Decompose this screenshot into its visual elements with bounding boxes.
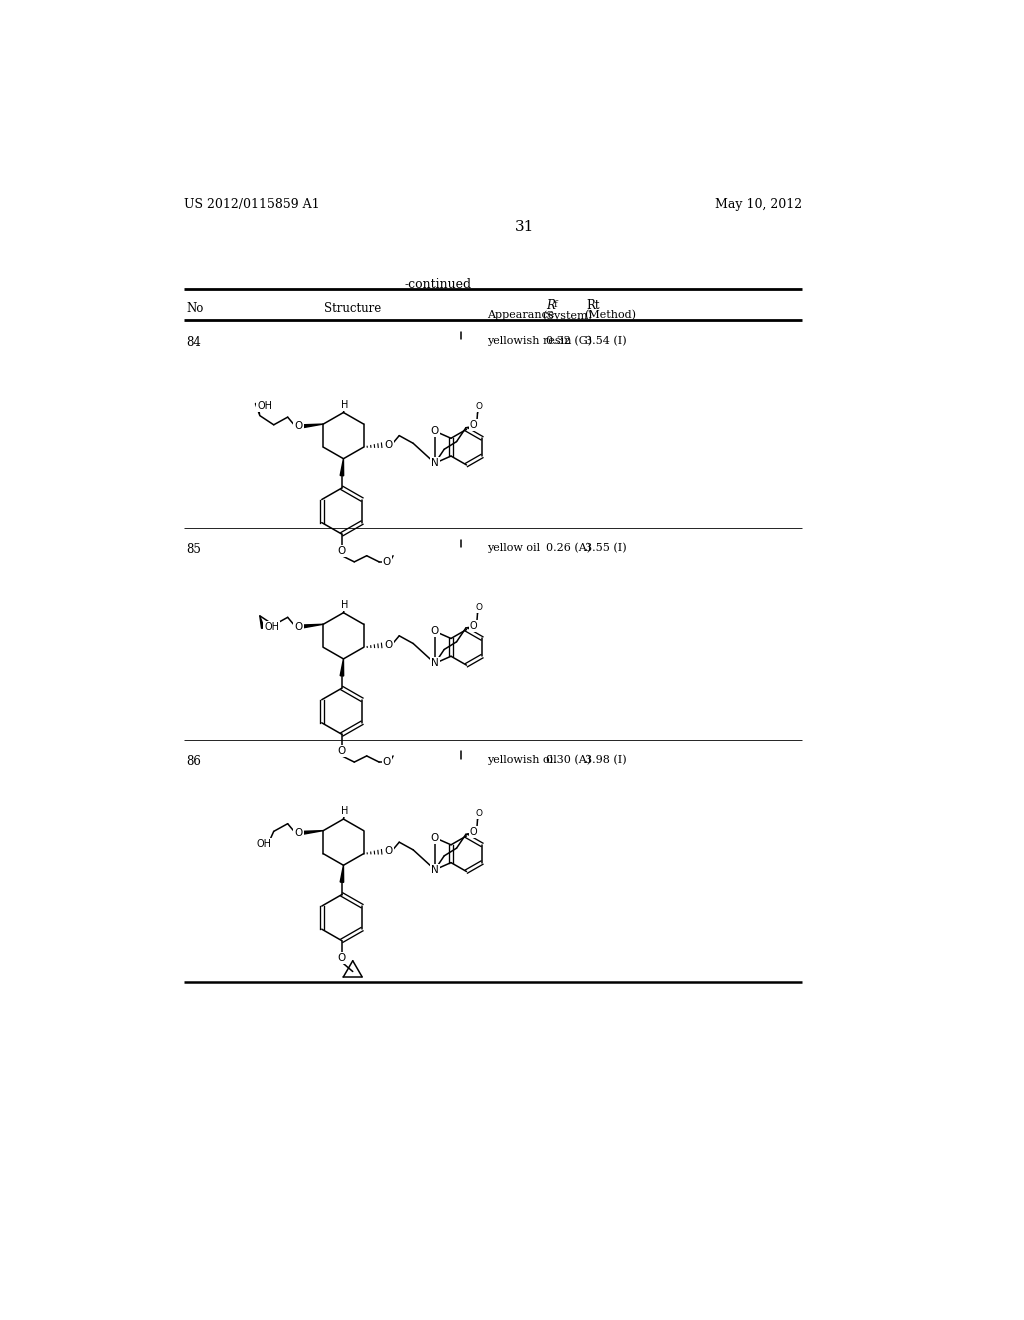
Polygon shape bbox=[301, 624, 324, 628]
Text: (Method): (Method) bbox=[584, 310, 636, 321]
Text: O: O bbox=[470, 620, 477, 631]
Text: (System): (System) bbox=[542, 310, 592, 321]
Text: O: O bbox=[294, 828, 303, 838]
Text: 0.30 (A): 0.30 (A) bbox=[547, 755, 592, 766]
Text: O: O bbox=[475, 809, 482, 818]
Text: 85: 85 bbox=[186, 544, 201, 557]
Text: O: O bbox=[470, 421, 477, 430]
Text: O: O bbox=[470, 828, 477, 837]
Text: N: N bbox=[431, 865, 438, 875]
Text: 3.55 (I): 3.55 (I) bbox=[586, 544, 627, 553]
Text: N: N bbox=[431, 659, 438, 668]
Text: 0.32 (G): 0.32 (G) bbox=[547, 335, 593, 346]
Text: O: O bbox=[431, 833, 439, 842]
Text: O: O bbox=[294, 622, 303, 631]
Polygon shape bbox=[255, 403, 260, 416]
Text: O: O bbox=[475, 603, 482, 611]
Text: O: O bbox=[338, 953, 346, 962]
Text: 3.54 (I): 3.54 (I) bbox=[586, 335, 627, 346]
Text: O: O bbox=[338, 546, 346, 556]
Text: 86: 86 bbox=[186, 755, 201, 768]
Polygon shape bbox=[340, 866, 344, 882]
Polygon shape bbox=[340, 659, 344, 676]
Text: US 2012/0115859 A1: US 2012/0115859 A1 bbox=[183, 198, 319, 211]
Text: O: O bbox=[294, 421, 303, 432]
Text: H: H bbox=[341, 601, 349, 610]
Text: yellow oil: yellow oil bbox=[486, 544, 540, 553]
Text: O: O bbox=[338, 746, 346, 756]
Text: O: O bbox=[384, 640, 392, 649]
Text: Structure: Structure bbox=[325, 302, 381, 315]
Text: R: R bbox=[547, 298, 555, 312]
Text: O: O bbox=[383, 758, 391, 767]
Text: -continued: -continued bbox=[404, 277, 472, 290]
Text: OH: OH bbox=[257, 838, 272, 849]
Polygon shape bbox=[340, 459, 344, 475]
Text: yellowish oil: yellowish oil bbox=[486, 755, 557, 766]
Text: f: f bbox=[554, 300, 557, 309]
Text: OH: OH bbox=[264, 622, 280, 631]
Text: Appearance: Appearance bbox=[486, 310, 554, 319]
Polygon shape bbox=[301, 830, 324, 834]
Text: OH: OH bbox=[257, 400, 272, 411]
Text: O: O bbox=[384, 440, 392, 450]
Text: H: H bbox=[341, 400, 349, 409]
Text: O: O bbox=[475, 403, 482, 412]
Text: Rt: Rt bbox=[587, 298, 600, 312]
Text: 31: 31 bbox=[515, 220, 535, 234]
Text: O: O bbox=[431, 426, 439, 436]
Text: May 10, 2012: May 10, 2012 bbox=[715, 198, 802, 211]
Text: 0.26 (A): 0.26 (A) bbox=[547, 544, 592, 553]
Text: 3.98 (I): 3.98 (I) bbox=[586, 755, 627, 766]
Text: H: H bbox=[341, 807, 349, 816]
Text: 84: 84 bbox=[186, 335, 201, 348]
Polygon shape bbox=[260, 615, 264, 628]
Text: O: O bbox=[384, 846, 392, 857]
Text: No: No bbox=[186, 302, 204, 315]
Text: O: O bbox=[431, 627, 439, 636]
Text: N: N bbox=[431, 458, 438, 469]
Text: O: O bbox=[383, 557, 391, 566]
Text: yellowish resin: yellowish resin bbox=[486, 335, 571, 346]
Polygon shape bbox=[301, 424, 324, 428]
